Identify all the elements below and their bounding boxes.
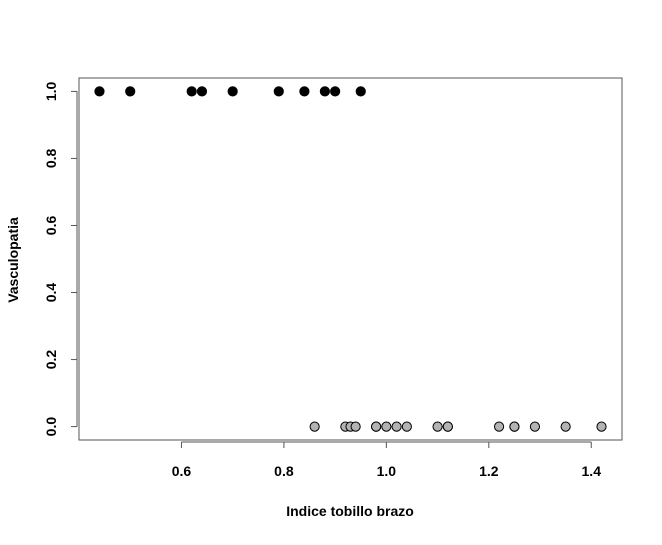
y-tick-label: 0.0 (43, 417, 59, 437)
data-point (442, 421, 453, 432)
data-point (319, 86, 330, 97)
data-point (125, 86, 136, 97)
x-axis: 0.6 0.8 1.0 1.2 1.4 (172, 441, 602, 479)
data-point (330, 86, 341, 97)
data-point (355, 86, 366, 97)
data-point (391, 421, 402, 432)
y-tick-label: 0.6 (43, 216, 59, 236)
data-point (94, 86, 105, 97)
y-axis: 0.0 0.2 0.4 0.6 0.8 1.0 (43, 81, 78, 437)
data-point (381, 421, 392, 432)
data-point (186, 86, 197, 97)
x-tick-label: 1.4 (582, 463, 602, 479)
y-axis-label: Vasculopatia (5, 217, 21, 303)
data-point (309, 421, 320, 432)
x-tick-label: 0.6 (172, 463, 192, 479)
x-tick-label: 0.8 (274, 463, 294, 479)
x-tick-label: 1.2 (479, 463, 499, 479)
data-point (350, 421, 361, 432)
data-point (432, 421, 443, 432)
plot-box (78, 77, 623, 441)
data-point (509, 421, 520, 432)
x-tick-label: 1.0 (377, 463, 397, 479)
data-point (596, 421, 607, 432)
data-point (273, 86, 284, 97)
data-point (529, 421, 541, 432)
data-point (401, 421, 412, 432)
data-points (94, 86, 607, 432)
data-point (227, 86, 238, 97)
data-point (299, 86, 310, 97)
x-axis-label: Indice tobillo brazo (286, 503, 414, 519)
y-tick-label: 0.2 (43, 350, 59, 370)
y-tick-label: 0.4 (43, 283, 59, 303)
y-tick-label: 0.8 (43, 149, 59, 169)
data-point (371, 421, 382, 432)
data-point (196, 86, 208, 97)
data-point (493, 421, 505, 432)
y-tick-label: 1.0 (43, 81, 59, 101)
data-point (560, 421, 571, 432)
